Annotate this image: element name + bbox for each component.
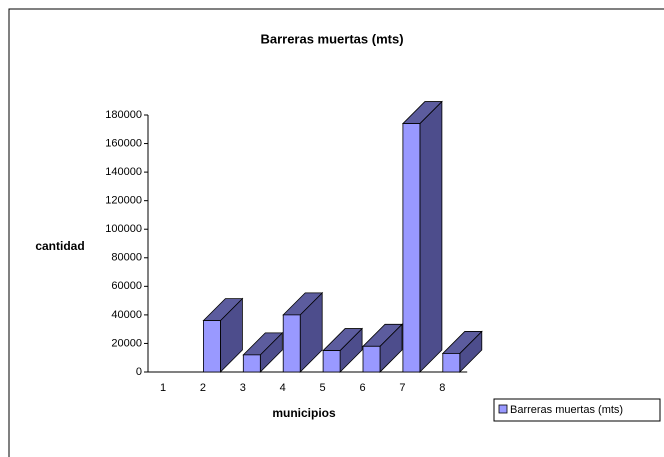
bar-front — [322, 350, 341, 373]
bar-side — [419, 100, 443, 373]
y-axis-label: cantidad — [35, 239, 84, 253]
chart-frame — [8, 8, 664, 457]
y-tick-label: 20000 — [111, 337, 142, 349]
y-tick-label: 60000 — [111, 280, 142, 292]
bar-front — [242, 354, 261, 373]
y-tick-label: 160000 — [105, 137, 142, 149]
y-tick-label: 100000 — [105, 223, 142, 235]
x-tick-label: 5 — [320, 382, 326, 394]
y-tick-label: 140000 — [105, 166, 142, 178]
legend-box — [493, 398, 661, 422]
bar-front — [282, 314, 301, 373]
legend-label: Barreras muertas (mts) — [510, 404, 623, 416]
legend-swatch — [498, 404, 508, 414]
x-tick-label: 1 — [160, 382, 166, 394]
y-tick-label: 0 — [136, 366, 142, 378]
y-tick-label: 120000 — [105, 195, 142, 207]
bar — [322, 327, 364, 373]
x-tick-label: 6 — [359, 382, 365, 394]
x-tick-label: 7 — [399, 382, 405, 394]
x-axis-label: municipios — [272, 406, 336, 420]
bar — [202, 297, 244, 373]
y-tick-label: 80000 — [111, 252, 142, 264]
bar — [362, 323, 403, 373]
legend: Barreras muertas (mts) — [493, 398, 661, 422]
x-tick-label: 2 — [200, 382, 206, 394]
bar — [401, 100, 443, 373]
bar-front — [202, 320, 221, 373]
chart-title: Barreras muertas (mts) — [260, 31, 403, 46]
bar-front — [362, 345, 381, 373]
y-tick-label: 180000 — [105, 109, 142, 121]
bar — [242, 331, 284, 373]
x-tick-label: 3 — [240, 382, 246, 394]
x-tick-label: 4 — [280, 382, 286, 394]
y-tick-label: 40000 — [111, 309, 142, 321]
bar-front — [402, 123, 421, 373]
bar — [282, 291, 324, 373]
bar-front — [442, 353, 461, 373]
x-tick-label: 8 — [439, 382, 445, 394]
bar — [441, 330, 483, 373]
